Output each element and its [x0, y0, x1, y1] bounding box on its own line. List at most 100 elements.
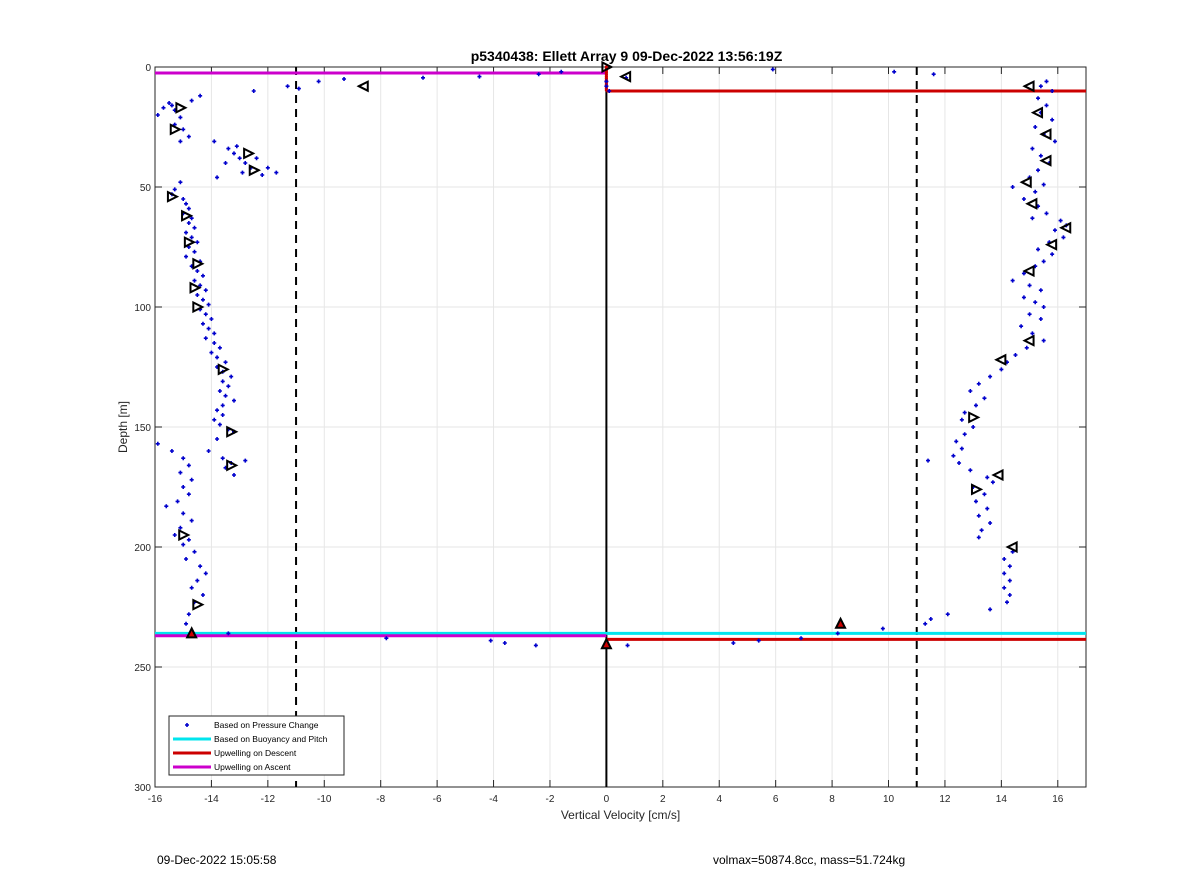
triangle-right-marker	[601, 60, 614, 74]
data-point	[192, 278, 197, 283]
data-point	[976, 535, 981, 540]
data-point	[217, 345, 222, 350]
data-point	[192, 549, 197, 554]
x-tick-label: 8	[829, 794, 835, 805]
data-point	[880, 626, 885, 631]
data-point	[231, 151, 236, 156]
x-tick-label: 14	[996, 794, 1008, 805]
triangle-left-marker	[1022, 264, 1035, 278]
data-point	[926, 458, 931, 463]
data-point	[1021, 197, 1026, 201]
triangle-left-marker	[1025, 197, 1038, 210]
triangle-up-red-marker	[834, 616, 847, 629]
data-point	[265, 165, 270, 170]
data-point	[342, 77, 347, 81]
data-point	[243, 161, 248, 165]
data-point	[951, 453, 956, 458]
data-point	[161, 105, 166, 110]
data-point	[215, 175, 220, 180]
data-point	[962, 432, 967, 437]
data-point	[1052, 139, 1057, 144]
data-point	[957, 461, 962, 465]
data-point	[195, 293, 200, 297]
data-point	[1010, 278, 1015, 283]
data-point	[1002, 585, 1007, 590]
data-point	[203, 312, 208, 317]
data-point	[209, 350, 214, 355]
data-point	[223, 393, 228, 398]
data-point	[260, 173, 265, 177]
data-point	[1038, 288, 1043, 293]
data-point	[206, 302, 211, 307]
data-point	[1041, 305, 1046, 309]
grid	[154, 66, 1086, 788]
legend: Based on Pressure Change Based on Buoyanc…	[168, 715, 345, 776]
data-point	[178, 470, 183, 475]
data-point	[254, 156, 259, 161]
data-point	[181, 511, 186, 516]
data-point	[892, 69, 897, 74]
data-point	[1021, 271, 1026, 276]
data-point	[184, 621, 189, 626]
data-point	[625, 643, 630, 648]
data-point	[192, 249, 197, 254]
data-point	[215, 355, 220, 360]
x-tick-label: -12	[261, 794, 276, 805]
data-point	[220, 379, 225, 384]
data-point	[1027, 283, 1032, 288]
triangle-left-marker	[356, 80, 369, 93]
data-point	[186, 134, 191, 139]
data-point	[220, 413, 225, 417]
data-point	[982, 492, 987, 497]
data-point	[155, 113, 160, 117]
data-point	[384, 636, 389, 641]
x-axis-label: Vertical Velocity [cm/s]	[561, 808, 680, 822]
data-point	[502, 641, 507, 645]
data-point	[559, 69, 564, 74]
data-point	[223, 161, 228, 165]
data-point	[1041, 182, 1046, 187]
data-point	[968, 389, 973, 393]
data-point	[1044, 79, 1049, 84]
data-point	[220, 403, 225, 408]
y-tick-label: 50	[140, 183, 152, 194]
y-tick-label: 200	[134, 543, 151, 554]
triangle-markers	[166, 60, 1072, 650]
legend-label: Based on Pressure Change	[214, 720, 319, 730]
data-point	[1030, 146, 1035, 151]
data-point	[189, 235, 194, 240]
data-point	[1052, 228, 1057, 233]
data-point	[1044, 103, 1049, 108]
x-tick-labels: -16 -14 -12 -10 -8 -6 -4 -2 0 2 4 6 8 10 12 14 16	[148, 794, 1064, 805]
data-point	[164, 504, 169, 509]
data-point	[243, 458, 248, 463]
pressure-change-points	[155, 67, 1069, 648]
data-point	[184, 557, 189, 561]
triangle-right-marker	[248, 164, 261, 177]
x-tick-label: -6	[433, 794, 442, 805]
data-point	[1058, 218, 1063, 223]
data-point	[181, 456, 186, 461]
data-point	[979, 528, 984, 533]
data-point	[172, 533, 177, 537]
triangle-left-marker	[1039, 154, 1052, 167]
data-point	[186, 537, 191, 542]
data-point	[206, 326, 211, 331]
data-point	[1033, 189, 1038, 194]
data-point	[1024, 345, 1029, 350]
data-point	[536, 72, 541, 77]
data-point	[1041, 259, 1046, 264]
data-point	[1038, 317, 1043, 321]
data-point	[212, 331, 217, 336]
data-point	[184, 230, 189, 235]
legend-label: Based on Buoyancy and Pitch	[214, 734, 328, 744]
data-point	[178, 139, 183, 144]
data-point	[181, 485, 186, 489]
data-point	[189, 518, 194, 523]
data-point	[217, 422, 222, 427]
data-point	[1038, 153, 1043, 158]
data-point	[195, 269, 200, 273]
x-tick-label: 4	[716, 794, 722, 805]
footer-timestamp: 09-Dec-2022 15:05:58	[157, 853, 277, 867]
